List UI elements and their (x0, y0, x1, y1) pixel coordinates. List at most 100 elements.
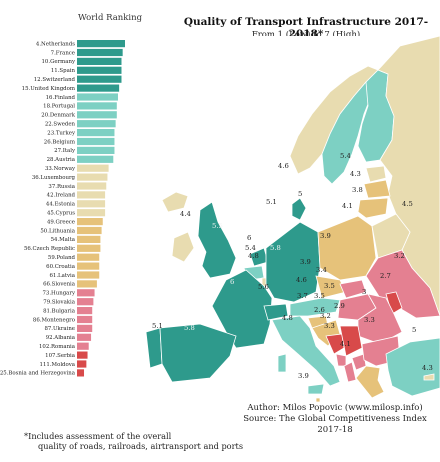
region-austria (289, 297, 341, 317)
label-italy: 4.8 (282, 314, 293, 322)
bar-3 (77, 66, 122, 74)
bar-28 (77, 289, 95, 297)
label-germany: 5.8 (270, 244, 281, 252)
label-spain: 5.8 (184, 324, 195, 332)
bar-6 (77, 93, 118, 101)
bar-16 (77, 182, 107, 190)
region-sicily (307, 383, 325, 395)
label-bulgaria: 3.3 (364, 316, 375, 324)
bar-label-31: 86.Montenegro (33, 317, 75, 323)
region-iceland (161, 191, 189, 213)
bar-14 (77, 164, 109, 172)
bar-label-23: 56.Czech Republic (24, 246, 75, 252)
bar-34 (77, 342, 89, 350)
region-belarus (371, 213, 411, 259)
footnote-line-1: *Includes assessment of the overall (24, 431, 172, 441)
bar-9 (77, 120, 116, 128)
label-finland: 5.4 (340, 152, 351, 160)
bar-15 (77, 173, 108, 181)
label-moldova: 2.7 (380, 272, 391, 280)
bar-label-29: 79.Slovakia (43, 300, 75, 306)
bar-label-8: 20.Denmark (41, 113, 75, 119)
region-germany (265, 221, 321, 303)
bar-33 (77, 333, 92, 341)
bar-label-28: 73.Hungary (42, 291, 75, 297)
bar-label-24: 59.Poland (48, 255, 76, 261)
bar-label-7: 18.Portugal (43, 104, 75, 110)
region-estonia (365, 165, 387, 183)
bar-label-37: 125.Bosnia and Herzegovina (0, 371, 76, 377)
label-lithuania: 4.1 (342, 202, 353, 210)
label-estonia: 4.3 (350, 170, 361, 178)
map-subtitle: From 1 (Low) to 7 (High) (251, 30, 361, 40)
region-uk (197, 201, 237, 279)
europe-map: 4.6 5 5.4 4.5 4.3 3.8 4.1 5.1 4.4 5.5 6 … (140, 36, 440, 402)
region-latvia (363, 179, 391, 199)
label-bosnia: 2.6 (314, 306, 325, 314)
bar-8 (77, 111, 117, 119)
bar-label-30: 81.Bulgaria (43, 308, 76, 314)
region-denmark (291, 197, 307, 221)
label-czech: 3.9 (300, 258, 311, 266)
bar-label-11: 26.Belgium (44, 139, 75, 145)
label-cyprus: 4.3 (422, 364, 433, 372)
bar-12 (77, 146, 115, 154)
region-montenegro (335, 353, 347, 367)
bar-label-34: 102.Romania (39, 344, 76, 350)
bar-26 (77, 271, 100, 279)
bar-label-27: 66.Slovenia (43, 282, 76, 288)
bar-35 (77, 351, 88, 359)
bar-label-14: 33.Norway (45, 166, 76, 172)
bar-24 (77, 253, 100, 261)
label-denmark: 5.1 (266, 198, 277, 206)
label-turkey: 5 (412, 326, 416, 334)
region-sweden (321, 81, 373, 185)
bar-label-4: 12.Switzerland (34, 77, 76, 83)
label-slovenia: 3.7 (297, 292, 308, 300)
label-croatia: 3.5 (314, 292, 325, 300)
region-italy (271, 315, 341, 387)
region-greece (355, 365, 385, 399)
bar-7 (77, 102, 117, 110)
footnote: *Includes assessment of the overall qual… (24, 431, 284, 451)
region-ireland (171, 231, 195, 263)
bar-0 (77, 40, 125, 48)
bar-label-5: 15.United Kingdom (22, 86, 75, 92)
bar-label-26: 61.Latvia (49, 273, 75, 279)
bar-36 (77, 360, 87, 368)
author-credit: Author: Milos Popovic (www.milosp.info) … (235, 403, 435, 436)
bar-label-19: 45.Cyprus (47, 211, 75, 217)
bar-17 (77, 191, 106, 199)
label-france: 6 (230, 278, 234, 286)
region-switzerland (263, 303, 289, 321)
bar-label-32: 87.Ukraine (44, 326, 75, 332)
bar-22 (77, 235, 101, 243)
bar-31 (77, 315, 93, 324)
ranking-title: World Ranking (77, 13, 143, 23)
region-cyprus (423, 373, 435, 381)
bar-label-3: 11.Spain (51, 68, 76, 74)
bar-11 (77, 137, 115, 146)
bar-label-20: 49.Greece (47, 219, 75, 225)
bar-label-1: 7.France (51, 50, 75, 56)
bar-30 (77, 307, 93, 315)
region-spain (159, 323, 237, 383)
label-norway: 4.6 (278, 162, 289, 170)
bar-37 (77, 369, 85, 377)
footnote-line-2: quality of roads, railroads, airtranspor… (38, 441, 244, 451)
label-malta: 3.9 (298, 372, 309, 380)
bar-27 (77, 280, 97, 288)
bar-2 (77, 57, 122, 65)
author-line: Author: Milos Popovic (www.milosp.info) (247, 403, 423, 413)
bar-4 (77, 75, 122, 83)
bar-29 (77, 298, 94, 306)
label-ireland: 4.4 (180, 210, 191, 218)
bar-label-9: 22.Sweden (45, 122, 76, 128)
bar-18 (77, 200, 106, 208)
label-serbia: 2.9 (334, 302, 345, 310)
label-belgium: 5.4 (245, 244, 256, 252)
bar-32 (77, 324, 93, 332)
region-poland (317, 215, 377, 281)
bar-5 (77, 84, 120, 92)
bar-label-10: 23.Turkey (47, 130, 76, 136)
